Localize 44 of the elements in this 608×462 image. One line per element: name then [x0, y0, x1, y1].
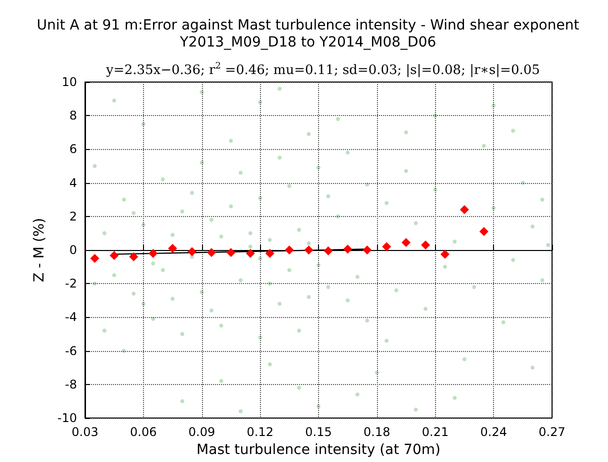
- point: [206, 248, 216, 258]
- x-tick-label: 0.18: [364, 425, 390, 439]
- point: [382, 242, 392, 252]
- point: [402, 238, 411, 247]
- y-tick-label: -4: [65, 310, 77, 324]
- point: [479, 227, 488, 236]
- point: [460, 205, 469, 214]
- y-tick-label: 2: [69, 209, 77, 224]
- point: [324, 246, 333, 256]
- point: [188, 247, 197, 256]
- y-tick-label: 4: [69, 176, 77, 190]
- x-tick-label: 0.03: [72, 425, 98, 439]
- y-tick-label: -2: [65, 276, 77, 291]
- x-tick-label: 0.06: [130, 425, 157, 439]
- point: [421, 240, 430, 250]
- point: [265, 248, 274, 258]
- y-tick-label: 10: [62, 75, 77, 89]
- x-tick-label: 0.12: [246, 425, 274, 439]
- point: [129, 252, 138, 262]
- chart-title: Unit A at 91 m:Error against Mast turbulence intensity - Wind shear exponent Y2013_M09_D18 to Y2014_M08_D06: [36, 18, 580, 50]
- point: [226, 248, 236, 258]
- x-tick-label: 0.24: [480, 425, 507, 439]
- point: [284, 246, 294, 254]
- point: [110, 251, 119, 260]
- y-tick-label: 6: [69, 142, 77, 156]
- y-tick-label: 0: [69, 243, 77, 257]
- x-tick-label: 0.15: [305, 425, 332, 439]
- point: [440, 250, 450, 259]
- y-tick-label: -8: [65, 377, 77, 392]
- y-axis-title: Z - M (%): [32, 218, 48, 282]
- x-tick-label: 0.27: [538, 425, 566, 439]
- x-tick-label: 0.09: [188, 425, 216, 439]
- point: [90, 254, 100, 263]
- point: [362, 246, 372, 254]
- y-tick-label: -10: [57, 411, 77, 425]
- point: [168, 244, 178, 253]
- point: [343, 244, 352, 254]
- x-axis-title: Mast turbulence intensity (at 70m): [196, 442, 440, 458]
- point: [148, 248, 158, 258]
- point: [304, 246, 314, 254]
- y-tick-label: -6: [65, 344, 77, 358]
- point: [246, 248, 255, 258]
- y-tick-label: 8: [69, 108, 77, 123]
- x-tick-label: 0.21: [422, 425, 449, 439]
